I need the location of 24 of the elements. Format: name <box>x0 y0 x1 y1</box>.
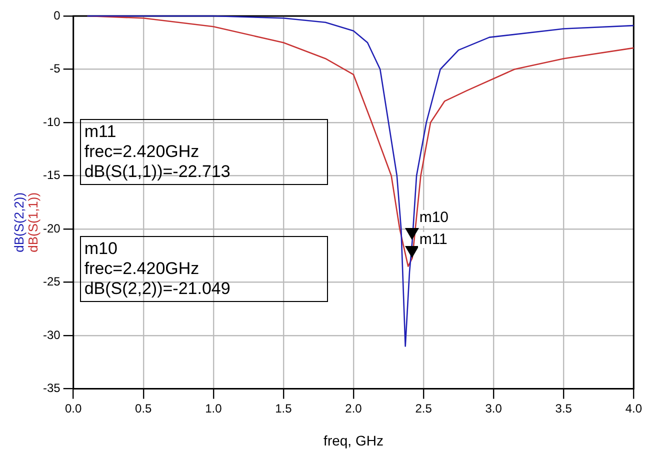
x-tick-label: 1.5 <box>275 401 292 416</box>
y-tick-label: -10 <box>43 114 61 129</box>
x-tick-label: 3.0 <box>485 401 502 416</box>
x-tick-label: 2.0 <box>345 401 362 416</box>
x-tick-label: 1.0 <box>205 401 222 416</box>
y-tick-label: -5 <box>50 62 61 76</box>
x-tick-label: 0.5 <box>135 401 152 416</box>
annotation: m11 frec=2.420GHz dB(S(1,1))=-22.713 <box>84 122 232 182</box>
y-tick-label: -35 <box>43 381 61 396</box>
y-tick-label: -30 <box>43 328 61 342</box>
annotation: m10 frec=2.420GHz dB(S(2,2))=-21.049 <box>84 239 232 299</box>
annotation: m11 <box>418 230 448 248</box>
x-axis-title: freq, GHz <box>324 432 384 448</box>
x-tick-label: 4.0 <box>625 401 642 416</box>
y-tick-label: 0 <box>54 8 61 22</box>
y-tick-label: -25 <box>43 274 61 289</box>
x-tick-label: 2.5 <box>415 401 432 416</box>
x-tick-label: 0.0 <box>65 401 82 416</box>
text: dB(S(1,1)) <box>26 192 41 252</box>
annotation: m10 <box>418 209 450 226</box>
x-tick-label: 3.5 <box>555 401 572 416</box>
y-tick-label: -20 <box>43 221 61 236</box>
text: dB(S(2,2)) <box>12 192 27 252</box>
y-tick-label: -15 <box>43 168 61 182</box>
